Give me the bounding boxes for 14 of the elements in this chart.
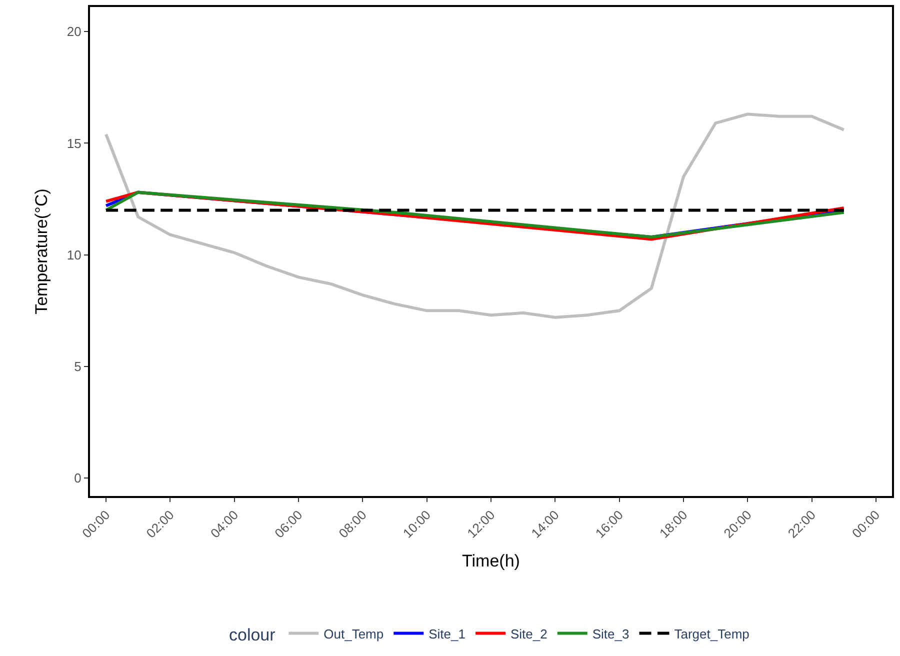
y-axis-title: Temperature(°C): [32, 188, 51, 314]
y-tick-label: 10: [66, 247, 82, 262]
y-tick-label: 15: [66, 136, 82, 151]
legend-label: Target_Temp: [674, 626, 750, 642]
x-axis-title: Time(h): [462, 552, 520, 571]
legend-label: Out_Temp: [324, 626, 384, 642]
y-tick-label: 20: [66, 24, 82, 40]
y-tick-label: 0: [74, 470, 82, 486]
legend-label: Site_2: [510, 626, 548, 642]
line-series: [104, 112, 846, 319]
y-tick-label: 5: [74, 359, 82, 374]
legend-title: colour: [229, 625, 276, 644]
legend-label: Site_1: [428, 626, 466, 642]
legend-label: Site_3: [592, 626, 630, 642]
